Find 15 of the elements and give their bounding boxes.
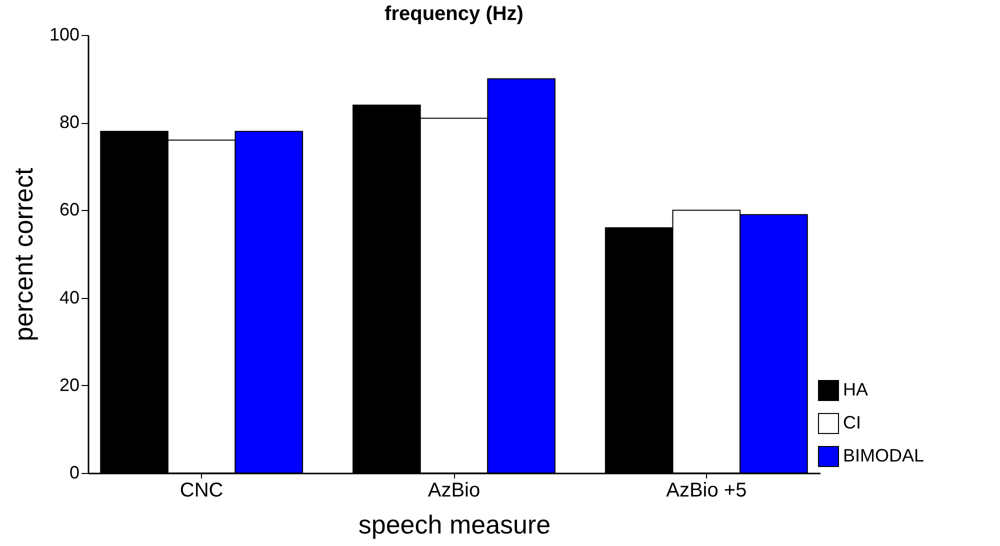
y-tick-label: 80 — [59, 112, 80, 132]
y-tick-label: 60 — [59, 200, 80, 220]
x-axis-title: speech measure — [358, 510, 551, 540]
x-tick-label: CNC — [180, 480, 224, 502]
y-tick-label: 40 — [59, 287, 80, 308]
y-tick-label: 0 — [69, 462, 80, 482]
legend-label: HA — [843, 380, 868, 400]
legend-label: BIMODAL — [843, 446, 924, 466]
y-axis-title: percent correct — [8, 167, 38, 342]
x-tick-label: AzBio +5 — [666, 480, 747, 502]
legend-label: CI — [843, 412, 861, 432]
x-tick-label: AzBio — [428, 480, 480, 502]
y-tick-label: 100 — [49, 24, 80, 44]
text: frequency (Hz) — [384, 3, 524, 25]
y-tick-label: 20 — [59, 374, 80, 395]
